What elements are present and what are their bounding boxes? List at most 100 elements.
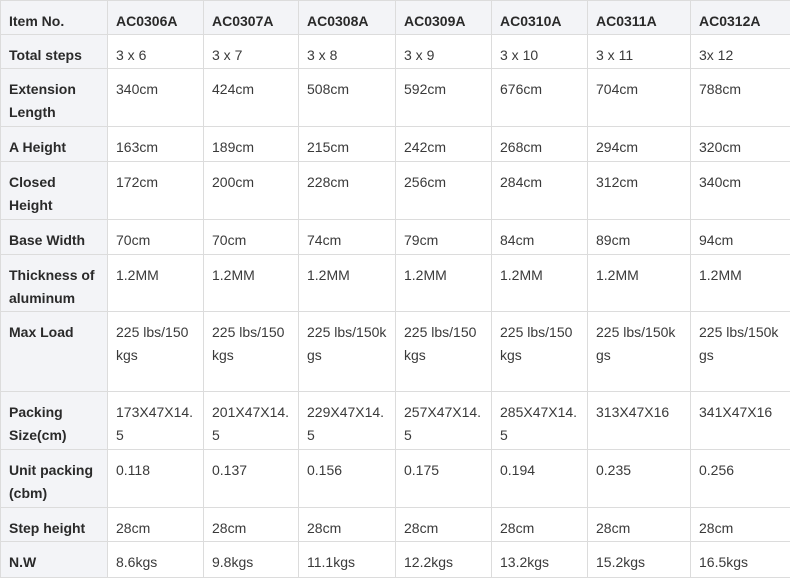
table-cell: 1.2MM bbox=[588, 255, 691, 312]
row-label: Item No. bbox=[1, 1, 108, 35]
table-cell: 3 x 7 bbox=[204, 35, 299, 69]
table-cell: 294cm bbox=[588, 127, 691, 162]
column-header: AC0310A bbox=[492, 1, 588, 35]
table-cell: 0.175 bbox=[396, 450, 492, 508]
table-cell: 16.5kgs bbox=[691, 542, 790, 578]
column-header: AC0307A bbox=[204, 1, 299, 35]
table-cell: 8.6kgs bbox=[108, 542, 204, 578]
table-cell: 320cm bbox=[691, 127, 790, 162]
table-cell: 79cm bbox=[396, 220, 492, 255]
table-cell: 3 x 10 bbox=[492, 35, 588, 69]
table-cell: 508cm bbox=[299, 69, 396, 127]
table-cell: 15.2kgs bbox=[588, 542, 691, 578]
table-cell: 1.2MM bbox=[691, 255, 790, 312]
table-cell: 285X47X14.5 bbox=[492, 392, 588, 450]
table-cell: 788cm bbox=[691, 69, 790, 127]
table-cell: 89cm bbox=[588, 220, 691, 255]
table-cell: 592cm bbox=[396, 69, 492, 127]
table-cell: 3 x 11 bbox=[588, 35, 691, 69]
column-header: AC0306A bbox=[108, 1, 204, 35]
table-cell: 0.137 bbox=[204, 450, 299, 508]
table-cell: 225 lbs/150kgs bbox=[108, 312, 204, 392]
table-cell: 172cm bbox=[108, 162, 204, 220]
table-cell: 70cm bbox=[204, 220, 299, 255]
table-cell: 225 lbs/150kgs bbox=[396, 312, 492, 392]
row-label: Packing Size(cm) bbox=[1, 392, 108, 450]
table-cell: 284cm bbox=[492, 162, 588, 220]
table-cell: 704cm bbox=[588, 69, 691, 127]
table-cell: 312cm bbox=[588, 162, 691, 220]
table-cell: 28cm bbox=[299, 508, 396, 542]
row-label: Step height bbox=[1, 508, 108, 542]
table-cell: 225 lbs/150kgs bbox=[299, 312, 396, 392]
table-cell: 1.2MM bbox=[396, 255, 492, 312]
table-cell: 268cm bbox=[492, 127, 588, 162]
table-cell: 3 x 8 bbox=[299, 35, 396, 69]
table-cell: 225 lbs/150kgs bbox=[492, 312, 588, 392]
table-cell: 200cm bbox=[204, 162, 299, 220]
table-cell: 0.194 bbox=[492, 450, 588, 508]
table-cell: 215cm bbox=[299, 127, 396, 162]
table-cell: 11.1kgs bbox=[299, 542, 396, 578]
table-cell: 94cm bbox=[691, 220, 790, 255]
table-cell: 3x 12 bbox=[691, 35, 790, 69]
row-label: Thickness of aluminum bbox=[1, 255, 108, 312]
table-cell: 340cm bbox=[108, 69, 204, 127]
table-cell: 70cm bbox=[108, 220, 204, 255]
column-header: AC0309A bbox=[396, 1, 492, 35]
row-label: Extension Length bbox=[1, 69, 108, 127]
table-cell: 1.2MM bbox=[299, 255, 396, 312]
table-cell: 74cm bbox=[299, 220, 396, 255]
table-cell: 28cm bbox=[691, 508, 790, 542]
table-cell: 189cm bbox=[204, 127, 299, 162]
table-cell: 341X47X16 bbox=[691, 392, 790, 450]
table-cell: 229X47X14.5 bbox=[299, 392, 396, 450]
table-cell: 0.256 bbox=[691, 450, 790, 508]
table-cell: 0.118 bbox=[108, 450, 204, 508]
table-cell: 12.2kgs bbox=[396, 542, 492, 578]
table-cell: 28cm bbox=[588, 508, 691, 542]
table-cell: 1.2MM bbox=[492, 255, 588, 312]
table-cell: 313X47X16 bbox=[588, 392, 691, 450]
table-cell: 28cm bbox=[108, 508, 204, 542]
table-cell: 9.8kgs bbox=[204, 542, 299, 578]
table-cell: 0.156 bbox=[299, 450, 396, 508]
table-cell: 1.2MM bbox=[204, 255, 299, 312]
table-cell: 257X47X14.5 bbox=[396, 392, 492, 450]
table-cell: 225 lbs/150kgs bbox=[204, 312, 299, 392]
table-cell: 1.2MM bbox=[108, 255, 204, 312]
table-cell: 228cm bbox=[299, 162, 396, 220]
table-cell: 173X47X14.5 bbox=[108, 392, 204, 450]
row-label: Max Load bbox=[1, 312, 108, 392]
column-header: AC0311A bbox=[588, 1, 691, 35]
row-label: Unit packing (cbm) bbox=[1, 450, 108, 508]
column-header: AC0312A bbox=[691, 1, 790, 35]
row-label: Total steps bbox=[1, 35, 108, 69]
table-cell: 0.235 bbox=[588, 450, 691, 508]
row-label: N.W bbox=[1, 542, 108, 578]
table-cell: 424cm bbox=[204, 69, 299, 127]
table-cell: 242cm bbox=[396, 127, 492, 162]
table-cell: 3 x 9 bbox=[396, 35, 492, 69]
table-cell: 163cm bbox=[108, 127, 204, 162]
table-cell: 256cm bbox=[396, 162, 492, 220]
table-cell: 28cm bbox=[396, 508, 492, 542]
row-label: A Height bbox=[1, 127, 108, 162]
row-label: Closed Height bbox=[1, 162, 108, 220]
table-cell: 676cm bbox=[492, 69, 588, 127]
table-cell: 28cm bbox=[492, 508, 588, 542]
table-cell: 225 lbs/150kgs bbox=[588, 312, 691, 392]
row-label: Base Width bbox=[1, 220, 108, 255]
table-cell: 201X47X14.5 bbox=[204, 392, 299, 450]
